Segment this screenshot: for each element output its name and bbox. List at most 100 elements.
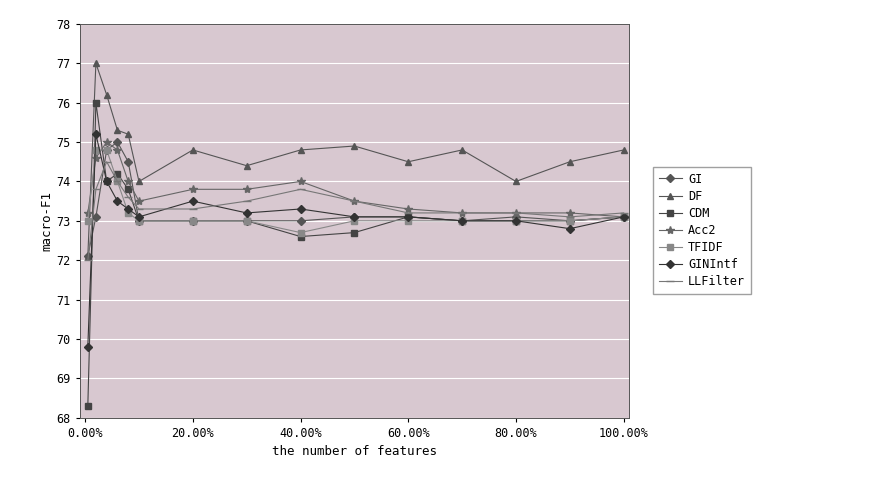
Acc2 bbox=[241, 186, 252, 192]
DF bbox=[510, 179, 521, 184]
Acc2 bbox=[349, 198, 360, 204]
GINIntf bbox=[618, 214, 629, 220]
GINIntf bbox=[457, 218, 468, 224]
DF bbox=[90, 60, 101, 66]
GINIntf bbox=[510, 218, 521, 224]
TFIDF bbox=[113, 179, 123, 184]
DF bbox=[101, 92, 112, 98]
CDM bbox=[564, 218, 575, 224]
Acc2 bbox=[134, 198, 144, 204]
GI bbox=[510, 214, 521, 220]
LLFilter bbox=[123, 194, 134, 200]
LLFilter bbox=[403, 210, 414, 216]
LLFilter bbox=[564, 214, 575, 220]
TFIDF bbox=[241, 218, 252, 224]
CDM bbox=[123, 186, 134, 192]
CDM bbox=[241, 218, 252, 224]
Acc2 bbox=[403, 206, 414, 212]
X-axis label: the number of features: the number of features bbox=[272, 445, 437, 458]
Acc2 bbox=[188, 186, 198, 192]
GINIntf bbox=[403, 214, 414, 220]
Line: Acc2: Acc2 bbox=[83, 138, 628, 221]
GI bbox=[457, 218, 468, 224]
LLFilter bbox=[241, 198, 252, 204]
Acc2 bbox=[564, 210, 575, 216]
LLFilter bbox=[90, 186, 101, 192]
CDM bbox=[403, 214, 414, 220]
LLFilter bbox=[82, 257, 93, 263]
GI bbox=[134, 218, 144, 224]
Acc2 bbox=[618, 214, 629, 220]
TFIDF bbox=[349, 218, 360, 224]
Line: DF: DF bbox=[84, 60, 627, 260]
LLFilter bbox=[134, 206, 144, 212]
GI bbox=[295, 218, 306, 224]
LLFilter bbox=[349, 198, 360, 204]
DF bbox=[113, 127, 123, 133]
GI bbox=[82, 253, 93, 259]
TFIDF bbox=[510, 218, 521, 224]
Acc2 bbox=[123, 179, 134, 184]
Line: CDM: CDM bbox=[84, 99, 627, 409]
DF bbox=[618, 147, 629, 153]
CDM bbox=[82, 403, 93, 408]
TFIDF bbox=[188, 218, 198, 224]
TFIDF bbox=[123, 210, 134, 216]
LLFilter bbox=[457, 210, 468, 216]
DF bbox=[188, 147, 198, 153]
GI bbox=[113, 139, 123, 145]
LLFilter bbox=[101, 159, 112, 165]
GINIntf bbox=[90, 132, 101, 137]
Line: GI: GI bbox=[85, 139, 626, 259]
GINIntf bbox=[349, 214, 360, 220]
TFIDF bbox=[90, 147, 101, 153]
CDM bbox=[134, 218, 144, 224]
GINIntf bbox=[564, 226, 575, 231]
GINIntf bbox=[134, 214, 144, 220]
GI bbox=[349, 214, 360, 220]
GI bbox=[241, 218, 252, 224]
TFIDF bbox=[295, 230, 306, 236]
GI bbox=[90, 214, 101, 220]
CDM bbox=[101, 179, 112, 184]
DF bbox=[134, 179, 144, 184]
DF bbox=[123, 132, 134, 137]
LLFilter bbox=[295, 186, 306, 192]
CDM bbox=[113, 171, 123, 177]
GINIntf bbox=[241, 210, 252, 216]
TFIDF bbox=[101, 147, 112, 153]
GINIntf bbox=[123, 206, 134, 212]
TFIDF bbox=[564, 218, 575, 224]
GI bbox=[101, 147, 112, 153]
Y-axis label: macro-F1: macro-F1 bbox=[41, 191, 54, 251]
DF bbox=[403, 159, 414, 165]
GINIntf bbox=[101, 179, 112, 184]
Acc2 bbox=[101, 139, 112, 145]
Acc2 bbox=[510, 210, 521, 216]
GINIntf bbox=[188, 198, 198, 204]
GINIntf bbox=[82, 344, 93, 349]
Acc2 bbox=[90, 155, 101, 161]
CDM bbox=[295, 234, 306, 240]
Acc2 bbox=[82, 210, 93, 216]
DF bbox=[241, 163, 252, 168]
LLFilter bbox=[510, 210, 521, 216]
TFIDF bbox=[403, 218, 414, 224]
DF bbox=[82, 253, 93, 259]
CDM bbox=[188, 218, 198, 224]
LLFilter bbox=[618, 210, 629, 216]
LLFilter bbox=[188, 206, 198, 212]
CDM bbox=[90, 100, 101, 106]
LLFilter bbox=[113, 179, 123, 184]
Acc2 bbox=[295, 179, 306, 184]
TFIDF bbox=[82, 218, 93, 224]
CDM bbox=[618, 214, 629, 220]
CDM bbox=[349, 230, 360, 236]
TFIDF bbox=[618, 214, 629, 220]
GI bbox=[188, 218, 198, 224]
Line: GINIntf: GINIntf bbox=[85, 132, 626, 349]
DF bbox=[295, 147, 306, 153]
CDM bbox=[510, 218, 521, 224]
GI bbox=[618, 214, 629, 220]
DF bbox=[564, 159, 575, 165]
